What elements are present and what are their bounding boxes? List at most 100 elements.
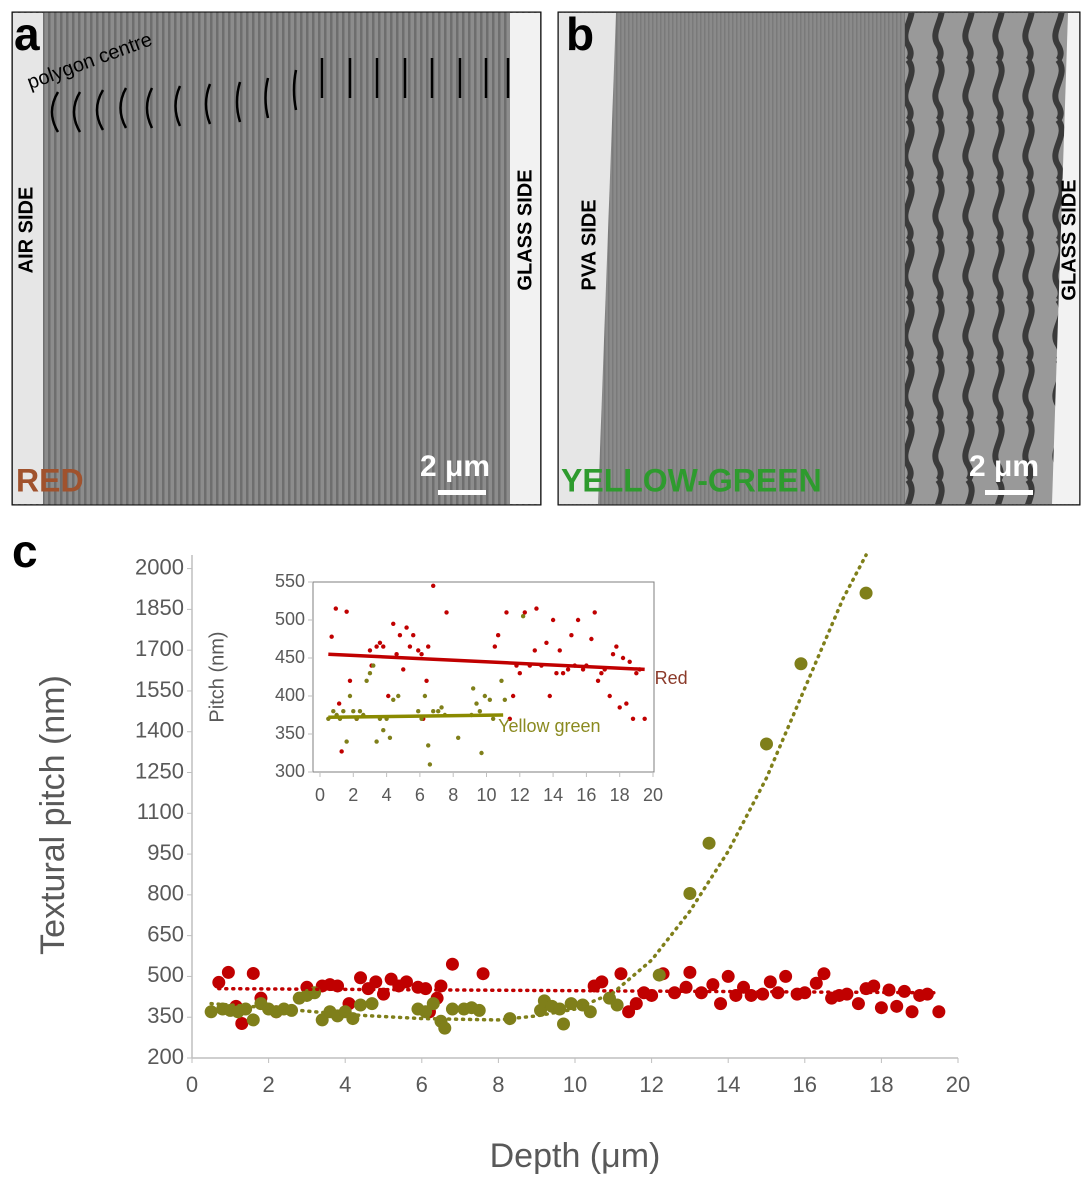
- x-tick-label: 12: [639, 1072, 663, 1097]
- point: [431, 709, 436, 714]
- point: [706, 978, 720, 992]
- point: [474, 701, 479, 706]
- point: [347, 693, 353, 699]
- point: [522, 610, 527, 615]
- point: [520, 614, 526, 619]
- point: [212, 975, 226, 989]
- x-tick-label: 2: [348, 785, 358, 805]
- texture: [905, 13, 1070, 504]
- side-label: PVA SIDE: [578, 199, 600, 290]
- x-tick-label: 2: [262, 1072, 274, 1097]
- point: [583, 1005, 597, 1019]
- point: [472, 1003, 486, 1017]
- point: [547, 693, 552, 699]
- point: [354, 971, 368, 985]
- panel-label: b: [566, 8, 594, 60]
- series-label: Yellow green: [498, 716, 600, 736]
- point: [492, 644, 498, 649]
- point: [624, 701, 629, 706]
- point: [438, 1021, 452, 1035]
- x-tick-label: 0: [186, 1072, 198, 1097]
- y-tick-label: 1700: [135, 636, 184, 661]
- point: [419, 1005, 433, 1019]
- point: [575, 617, 581, 623]
- point: [589, 636, 594, 642]
- point: [882, 983, 896, 997]
- point: [580, 667, 586, 672]
- point: [426, 743, 431, 748]
- point: [543, 245, 547, 249]
- point: [351, 709, 356, 714]
- point: [557, 648, 562, 653]
- y-tick-label: 550: [275, 571, 305, 591]
- point: [476, 967, 490, 981]
- point: [333, 606, 339, 611]
- point: [763, 975, 777, 989]
- point: [905, 1005, 919, 1019]
- point: [874, 1001, 888, 1015]
- plot-area: [204, 553, 946, 1035]
- point: [517, 671, 522, 676]
- point: [407, 644, 413, 649]
- point: [859, 586, 873, 600]
- trendline: [209, 553, 868, 1022]
- point: [404, 625, 409, 630]
- side-label: AIR SIDE: [15, 187, 37, 274]
- fit-line: [328, 713, 504, 720]
- point: [565, 667, 571, 672]
- point: [779, 969, 793, 983]
- point: [374, 739, 379, 744]
- point: [592, 610, 597, 615]
- point: [239, 1002, 253, 1016]
- point: [851, 997, 865, 1011]
- point: [840, 987, 854, 1001]
- point: [285, 1003, 299, 1017]
- point: [634, 671, 639, 676]
- point: [399, 975, 413, 989]
- point: [377, 640, 383, 645]
- point: [809, 976, 823, 990]
- point: [610, 998, 624, 1012]
- point: [470, 686, 476, 691]
- point: [760, 737, 773, 751]
- x-tick-label: 20: [643, 785, 663, 805]
- point: [756, 987, 770, 1001]
- substrate: [1052, 13, 1079, 504]
- point: [455, 735, 461, 740]
- point: [391, 621, 396, 626]
- point: [557, 1017, 571, 1031]
- point: [444, 610, 449, 615]
- y-tick-label: 450: [275, 647, 305, 667]
- side-label: GLASS SIDE: [514, 169, 536, 290]
- x-tick-label: 18: [610, 785, 630, 805]
- point: [424, 678, 429, 683]
- point: [246, 1013, 260, 1027]
- point: [617, 705, 622, 710]
- scale-bar: [438, 490, 486, 495]
- point: [364, 678, 369, 683]
- point: [622, 1005, 636, 1019]
- point: [490, 716, 496, 721]
- x-tick-label: 10: [476, 785, 496, 805]
- side-label: GLASS SIDE: [1058, 179, 1080, 300]
- point: [341, 709, 346, 714]
- point: [817, 967, 831, 981]
- point: [477, 709, 483, 714]
- y-tick-label: 200: [147, 1044, 184, 1069]
- point: [614, 644, 619, 649]
- y-tick-label: 1250: [135, 758, 184, 783]
- y-tick-label: 650: [147, 921, 184, 946]
- chart: 0 2 4 6 8 10 12 14 16 18 20 300 350 400 450 500 550 Red Ye…: [275, 245, 688, 805]
- point: [487, 697, 493, 702]
- plot-area: [326, 245, 647, 767]
- scale-bar: [985, 490, 1033, 495]
- substrate: [510, 13, 540, 504]
- fit-line: [328, 652, 645, 672]
- point: [744, 988, 758, 1002]
- y-tick-label: 1100: [137, 799, 184, 824]
- sample-label: YELLOW-GREEN: [561, 462, 822, 498]
- point: [365, 997, 379, 1011]
- y-tick-label: 1550: [135, 677, 184, 702]
- point: [482, 693, 488, 699]
- y-tick-label: 300: [275, 761, 305, 781]
